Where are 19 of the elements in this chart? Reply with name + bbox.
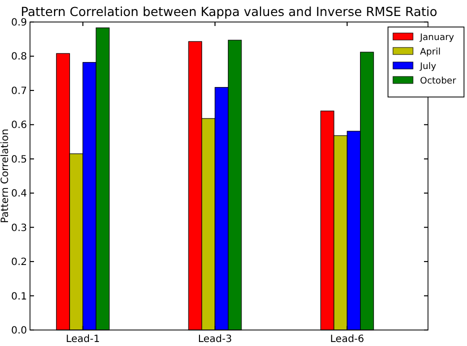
- y-tick-label: 0.6: [11, 120, 27, 132]
- legend-label: October: [420, 76, 456, 86]
- legend-label: July: [419, 62, 437, 72]
- y-tick-label: 0.1: [11, 291, 27, 302]
- y-tick-label: 0.3: [11, 222, 27, 234]
- y-tick-label: 0.2: [11, 257, 27, 268]
- y-tick-label: 0.5: [11, 154, 27, 166]
- x-tick-label: Lead-6: [330, 334, 364, 345]
- y-tick-label: 0.7: [11, 86, 27, 97]
- y-tick-label: 0.8: [11, 52, 27, 63]
- x-tick-label: Lead-1: [66, 334, 100, 345]
- x-tick-label: Lead-3: [198, 334, 232, 345]
- y-tick-label: 0.0: [11, 326, 27, 336]
- y-tick-label: 0.9: [11, 18, 27, 28]
- legend-label: April: [420, 48, 441, 58]
- y-axis-title: Pattern Correlation: [0, 128, 11, 224]
- chart-title: Pattern Correlation between Kappa values and Inverse RMSE Ratio: [20, 4, 438, 19]
- y-tick-label: 0.4: [11, 188, 27, 200]
- legend-label: January: [419, 33, 455, 43]
